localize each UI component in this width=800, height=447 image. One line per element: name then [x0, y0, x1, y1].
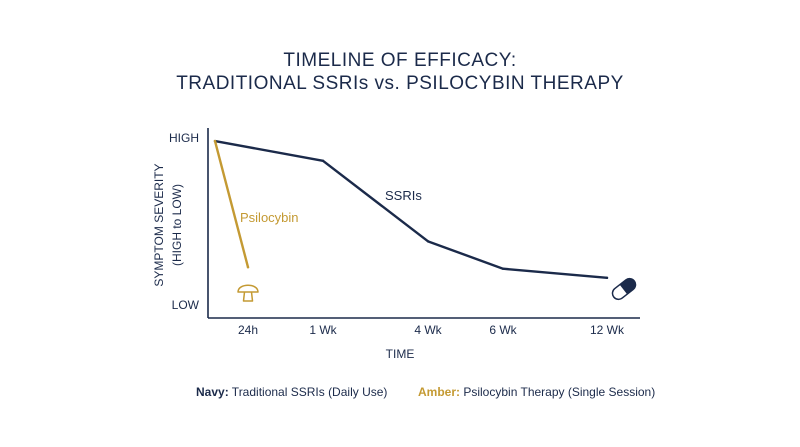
mushroom-cap: [237, 284, 259, 293]
series-line-psilocybin: [213, 139, 250, 269]
pill-icon: [611, 277, 637, 301]
x-tick-label-2: 4 Wk: [414, 323, 442, 337]
pill-filled-half: [620, 278, 636, 294]
legend-amber-key: Amber:: [418, 385, 461, 399]
mushroom-stem: [242, 291, 254, 302]
chart-title-line-2: TRADITIONAL SSRIs vs. PSILOCYBIN THERAPY: [176, 73, 624, 94]
data-point-psilocybin-0: [213, 139, 217, 143]
x-axis-label: TIME: [386, 347, 415, 361]
legend-amber: Amber: Psilocybin Therapy (Single Sessio…: [418, 385, 655, 399]
x-tick-label-3: 6 Wk: [489, 323, 517, 337]
chart-title-line-1: TIMELINE OF EFFICACY:: [283, 50, 517, 71]
mushroom-icon: [237, 284, 259, 302]
x-tick-label-1: 1 Wk: [309, 323, 337, 337]
legend-navy-key: Navy:: [196, 385, 229, 399]
legend-navy-text: Traditional SSRIs (Daily Use): [228, 385, 388, 399]
y-axis-label-line-1: SYMPTOM SEVERITY: [152, 163, 166, 286]
y-tick-label-low: LOW: [172, 298, 200, 312]
x-tick-label-0: 24h: [238, 323, 258, 337]
data-point-ssris-3: [501, 267, 505, 270]
series-label-ssris: SSRIs: [385, 188, 422, 203]
data-point-ssris-4: [605, 276, 609, 280]
series-label-psilocybin: Psilocybin: [240, 210, 299, 225]
legend-navy: Navy: Traditional SSRIs (Daily Use): [196, 385, 387, 399]
y-tick-label-high: HIGH: [169, 131, 199, 145]
data-point-psilocybin-1: [246, 266, 250, 269]
data-point-ssris-1: [321, 159, 325, 162]
legend-amber-text: Psilocybin Therapy (Single Session): [460, 385, 656, 399]
x-tick-label-4: 12 Wk: [590, 323, 625, 337]
y-axis-label-line-2: (HIGH to LOW): [170, 184, 184, 266]
data-point-ssris-2: [426, 240, 430, 243]
